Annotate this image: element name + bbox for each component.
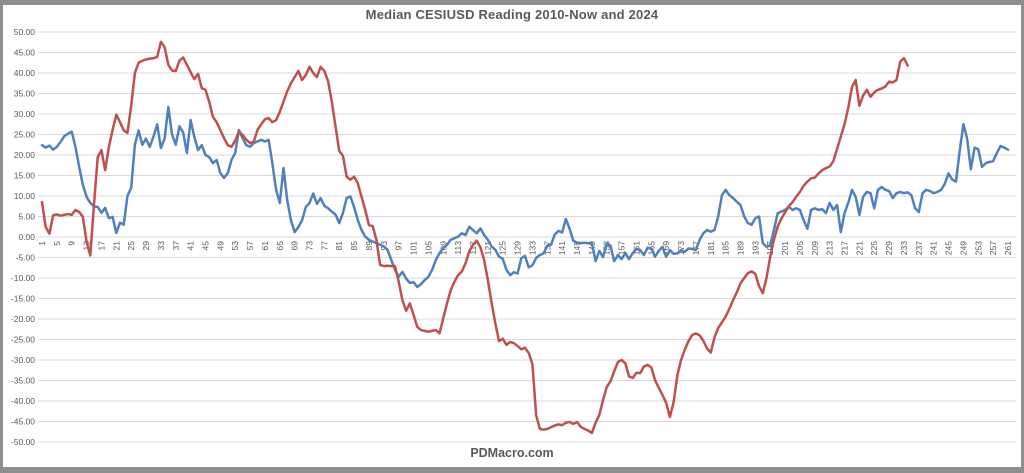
- x-axis-tick-label: 49: [215, 241, 225, 251]
- x-axis-tick-label: 81: [334, 241, 344, 251]
- y-axis-tick-label: -25.00: [11, 335, 35, 345]
- x-axis-tick-label: 217: [840, 241, 850, 255]
- x-axis-tick-label: 181: [706, 241, 716, 255]
- x-axis-tick-label: 121: [483, 241, 493, 255]
- y-axis-tick-label: 45.00: [14, 48, 36, 58]
- x-axis-tick-label: 57: [245, 241, 255, 251]
- x-axis-tick-label: 141: [557, 241, 567, 255]
- chart-background: [3, 5, 1021, 467]
- x-axis-tick-label: 97: [394, 241, 404, 251]
- x-axis-tick-label: 65: [275, 241, 285, 251]
- chart-title: Median CESIUSD Reading 2010-Now and 2024: [365, 7, 659, 22]
- y-axis-tick-label: -20.00: [11, 314, 35, 324]
- x-axis-tick-label: 169: [661, 241, 671, 255]
- x-axis-tick-label: 173: [676, 241, 686, 255]
- x-axis-tick-label: 229: [884, 241, 894, 255]
- x-axis-tick-label: 77: [319, 241, 329, 251]
- x-axis-tick-label: 253: [973, 241, 983, 255]
- x-axis-tick-label: 117: [468, 241, 478, 255]
- x-axis-tick-label: 213: [825, 241, 835, 255]
- x-axis-tick-label: 113: [453, 241, 463, 255]
- x-axis-tick-label: 225: [869, 241, 879, 255]
- x-axis-tick-label: 189: [735, 241, 745, 255]
- y-axis-tick-label: -10.00: [11, 273, 35, 283]
- x-axis-tick-label: 21: [111, 241, 121, 251]
- x-axis-tick-label: 209: [810, 241, 820, 255]
- y-axis-tick-label: -50.00: [11, 437, 35, 447]
- series-line-red: [40, 40, 909, 435]
- x-axis-tick-label: 37: [171, 241, 181, 251]
- x-axis-tick-label: 69: [290, 241, 300, 251]
- series-line-blue: [40, 105, 1010, 289]
- y-axis-tick-label: -45.00: [11, 417, 35, 427]
- x-axis-tick-label: 241: [929, 241, 939, 255]
- x-axis-tick-label: 185: [721, 241, 731, 255]
- y-axis-tick-label: 10.00: [14, 191, 36, 201]
- x-axis-tick-label: 105: [423, 241, 433, 255]
- x-axis-tick-label: 157: [617, 241, 627, 255]
- x-axis-tick-label: 205: [795, 241, 805, 255]
- y-axis-tick-label: 40.00: [14, 68, 36, 78]
- x-axis-tick-label: 197: [765, 241, 775, 255]
- y-axis-tick-label: 15.00: [14, 171, 36, 181]
- x-axis-tick-label: 245: [944, 241, 954, 255]
- y-axis-tick-label: 35.00: [14, 89, 36, 99]
- x-axis-tick-label: 249: [958, 241, 968, 255]
- x-axis-tick-label: 201: [780, 241, 790, 255]
- x-axis-tick-label: 257: [988, 241, 998, 255]
- x-axis-tick-label: 41: [186, 241, 196, 251]
- x-axis-tick-label: 129: [513, 241, 523, 255]
- x-axis-tick-label: 61: [260, 241, 270, 251]
- x-axis-tick-label: 221: [854, 241, 864, 255]
- x-axis-tick-label: 1: [37, 241, 47, 246]
- y-axis-tick-label: 25.00: [14, 130, 36, 140]
- watermark-pdmacro: PDMacro.com: [470, 446, 554, 460]
- x-axis-tick-label: 85: [349, 241, 359, 251]
- x-axis-tick-label: 53: [230, 241, 240, 251]
- x-axis-tick-label: 125: [498, 241, 508, 255]
- y-axis-tick-label: -40.00: [11, 396, 35, 406]
- y-axis-tick-label: -15.00: [11, 294, 35, 304]
- x-axis-tick-label: 233: [899, 241, 909, 255]
- y-axis-tick-label: -35.00: [11, 376, 35, 386]
- x-axis-tick-label: 133: [527, 241, 537, 255]
- y-axis-tick-label: 0.00: [18, 232, 35, 242]
- x-axis-tick-label: 29: [141, 241, 151, 251]
- x-axis-tick-label: 45: [200, 241, 210, 251]
- x-axis-tick-label: 9: [67, 241, 77, 246]
- y-axis-tick-label: 5.00: [18, 212, 35, 222]
- x-axis-tick-label: 17: [96, 241, 106, 251]
- y-axis-tick-label: 20.00: [14, 150, 36, 160]
- y-axis-tick-label: -5.00: [16, 253, 36, 263]
- x-axis-tick-label: 89: [364, 241, 374, 251]
- x-axis-tick-label: 25: [126, 241, 136, 251]
- x-axis-tick-label: 237: [914, 241, 924, 255]
- x-axis-tick-label: 33: [156, 241, 166, 251]
- x-axis-tick-label: 193: [750, 241, 760, 255]
- y-axis-tick-label: 50.00: [14, 27, 36, 37]
- x-axis-tick-label: 101: [409, 241, 419, 255]
- y-axis-tick-label: 30.00: [14, 109, 36, 119]
- x-axis-tick-label: 73: [305, 241, 315, 251]
- x-axis-tick-label: 5: [52, 241, 62, 246]
- x-axis-tick-label: 261: [1003, 241, 1013, 255]
- x-axis-tick-label: 145: [572, 241, 582, 255]
- y-axis-tick-label: -30.00: [11, 355, 35, 365]
